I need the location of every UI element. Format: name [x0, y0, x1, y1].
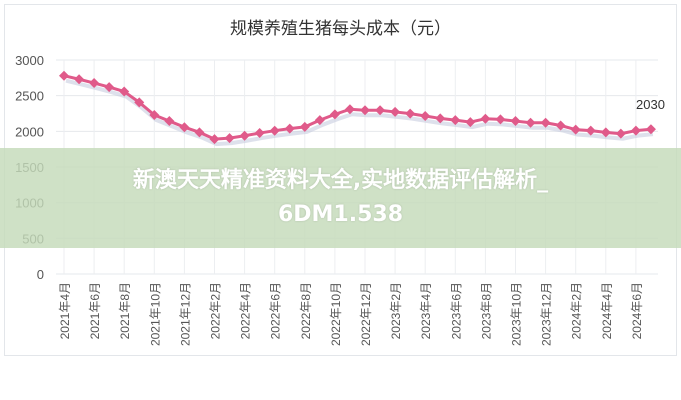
data-point — [450, 115, 461, 126]
data-point — [615, 128, 626, 139]
data-point — [540, 117, 551, 128]
data-point — [74, 74, 85, 85]
data-point — [555, 120, 566, 131]
data-point — [510, 116, 521, 127]
data-label: 2030 — [636, 97, 665, 112]
data-point — [209, 134, 220, 145]
x-tick-label: 2022年4月 — [239, 282, 253, 339]
x-tick-label: 2022年12月 — [359, 282, 373, 346]
data-point — [570, 124, 581, 135]
x-tick-label: 2022年2月 — [209, 282, 223, 339]
data-point — [360, 105, 370, 116]
x-tick-label: 2021年12月 — [178, 282, 192, 346]
data-point — [465, 117, 476, 128]
x-tick-label: 2022年10月 — [329, 282, 343, 346]
data-point — [600, 127, 611, 138]
x-tick-label: 2023年4月 — [419, 282, 433, 339]
data-point — [329, 109, 340, 120]
x-tick-label: 2024年4月 — [600, 282, 614, 339]
data-point — [585, 125, 596, 136]
banner-line-2: 6DM1.538 — [277, 202, 404, 227]
data-point — [89, 78, 100, 89]
y-tick-label: 2500 — [15, 89, 44, 104]
x-tick-label: 2024年2月 — [570, 282, 584, 339]
overlay-banner: 新澳天天精准资料大全,实地数据评估解析_ 6DM1.538 — [0, 148, 681, 248]
x-tick-label: 2023年12月 — [540, 282, 554, 346]
series-line — [63, 74, 652, 141]
data-point — [59, 70, 69, 81]
data-point — [104, 82, 115, 93]
data-point — [119, 86, 130, 97]
x-tick-label: 2023年8月 — [479, 282, 493, 339]
x-tick-label: 2021年10月 — [148, 282, 162, 346]
data-point — [344, 104, 355, 115]
data-point — [495, 114, 506, 125]
data-point — [149, 109, 160, 120]
data-point — [284, 123, 295, 134]
y-tick-label: 3000 — [15, 53, 44, 68]
y-tick-label: 2000 — [15, 124, 44, 139]
x-tick-label: 2024年6月 — [630, 282, 644, 339]
data-point — [645, 124, 656, 135]
y-tick-label: 0 — [37, 267, 44, 282]
data-point — [164, 116, 175, 127]
data-point — [375, 105, 386, 116]
series-shadow — [65, 78, 654, 147]
chart-title: 规模养殖生猪每头成本（元） — [230, 19, 451, 39]
data-point — [179, 122, 190, 133]
data-point — [630, 125, 641, 136]
data-point — [314, 115, 325, 126]
x-tick-label: 2021年8月 — [118, 282, 132, 339]
data-point — [269, 125, 280, 136]
data-point — [435, 113, 446, 124]
x-tick-label: 2021年4月 — [58, 282, 72, 339]
data-point — [224, 133, 235, 144]
x-tick-label: 2022年8月 — [299, 282, 313, 339]
x-tick-label: 2023年6月 — [449, 282, 463, 339]
data-point — [299, 121, 310, 132]
data-point — [390, 106, 401, 117]
x-tick-label: 2023年10月 — [510, 282, 524, 346]
data-point — [525, 117, 536, 128]
data-point — [480, 113, 491, 124]
data-point — [420, 110, 431, 121]
x-tick-label: 2021年6月 — [88, 282, 102, 339]
x-tick-label: 2023年2月 — [389, 282, 403, 339]
data-point — [134, 97, 145, 108]
data-point — [254, 128, 265, 139]
data-point — [239, 130, 250, 141]
x-tick-label: 2022年6月 — [269, 282, 283, 339]
data-point — [194, 127, 205, 138]
data-point — [405, 108, 416, 119]
banner-line-1: 新澳天天精准资料大全,实地数据评估解析_ — [132, 168, 549, 193]
